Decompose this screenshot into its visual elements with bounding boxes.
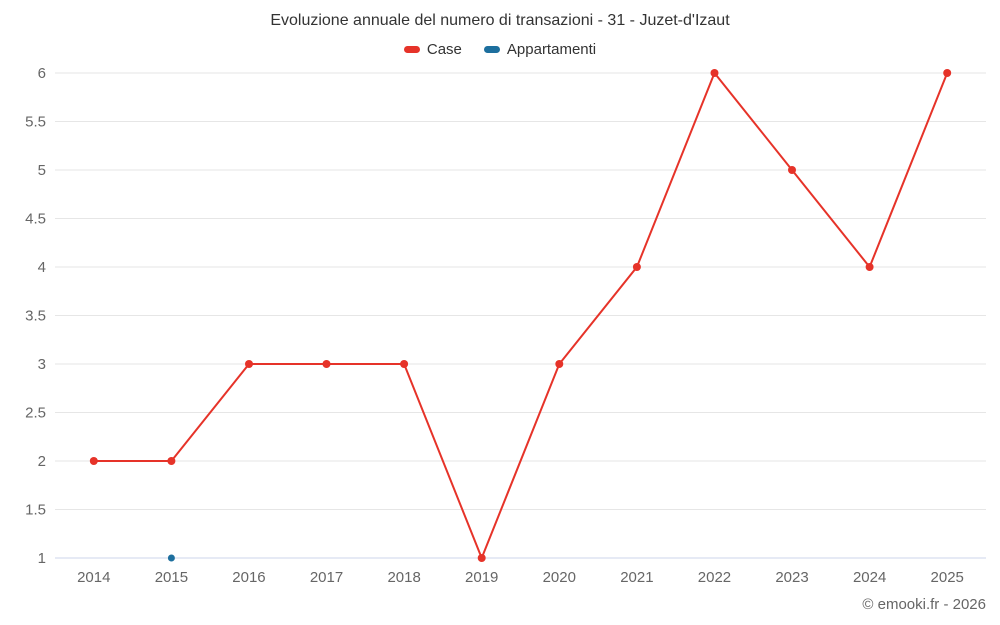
y-tick-label: 6 bbox=[38, 65, 46, 82]
x-tick-label: 2024 bbox=[853, 569, 886, 586]
x-tick-label: 2019 bbox=[465, 569, 498, 586]
x-tick-label: 2016 bbox=[232, 569, 265, 586]
data-point-case-2018[interactable] bbox=[400, 360, 409, 368]
data-point-case-2023[interactable] bbox=[788, 166, 796, 174]
x-tick-label: 2017 bbox=[310, 569, 343, 586]
data-point-case-2022[interactable] bbox=[710, 69, 719, 77]
x-tick-label: 2018 bbox=[387, 569, 420, 586]
y-tick-label: 3 bbox=[38, 356, 46, 373]
x-tick-label: 2014 bbox=[77, 569, 110, 586]
y-tick-label: 4.5 bbox=[25, 211, 46, 228]
data-point-case-2025[interactable] bbox=[943, 69, 952, 77]
chart-title: Evoluzione annuale del numero di transaz… bbox=[270, 12, 730, 29]
data-point-case-2016[interactable] bbox=[245, 360, 253, 368]
data-point-case-2017[interactable] bbox=[322, 360, 331, 368]
y-tick-label: 5 bbox=[38, 162, 46, 179]
x-tick-label: 2021 bbox=[620, 569, 653, 586]
data-point-case-2015[interactable] bbox=[167, 457, 176, 465]
x-tick-label: 2023 bbox=[775, 569, 808, 586]
y-tick-label: 4 bbox=[38, 259, 46, 276]
credit-text: © emooki.fr - 2026 bbox=[862, 596, 986, 613]
legend-label-appartamenti: Appartamenti bbox=[506, 41, 597, 58]
series-line-case bbox=[92, 72, 949, 559]
legend-label-case: Case bbox=[426, 41, 462, 58]
data-point-case-2014[interactable] bbox=[89, 457, 98, 465]
legend-item-appartamenti[interactable]: Appartamenti bbox=[483, 41, 597, 58]
y-tick-label: 2.5 bbox=[25, 405, 46, 422]
data-point-case-2019[interactable] bbox=[477, 554, 486, 562]
legend: Case Appartamenti bbox=[0, 41, 1000, 58]
y-tick-label: 2 bbox=[38, 453, 46, 470]
x-tick-label: 2022 bbox=[698, 569, 731, 586]
data-point-case-2021[interactable] bbox=[632, 263, 641, 271]
y-tick-label: 3.5 bbox=[25, 308, 46, 325]
data-point-appartamenti-2015[interactable] bbox=[167, 554, 175, 562]
legend-marker-case-icon bbox=[403, 46, 420, 53]
y-tick-label: 1.5 bbox=[25, 502, 46, 519]
x-tick-label: 2020 bbox=[543, 569, 576, 586]
y-tick-label: 1 bbox=[38, 550, 46, 567]
x-tick-label: 2015 bbox=[155, 569, 188, 586]
legend-marker-appartamenti-icon bbox=[483, 46, 500, 53]
data-point-case-2020[interactable] bbox=[555, 360, 564, 368]
legend-item-case[interactable]: Case bbox=[403, 41, 462, 58]
y-tick-label: 5.5 bbox=[25, 114, 46, 131]
x-tick-label: 2025 bbox=[931, 569, 964, 586]
data-point-case-2024[interactable] bbox=[865, 263, 874, 271]
